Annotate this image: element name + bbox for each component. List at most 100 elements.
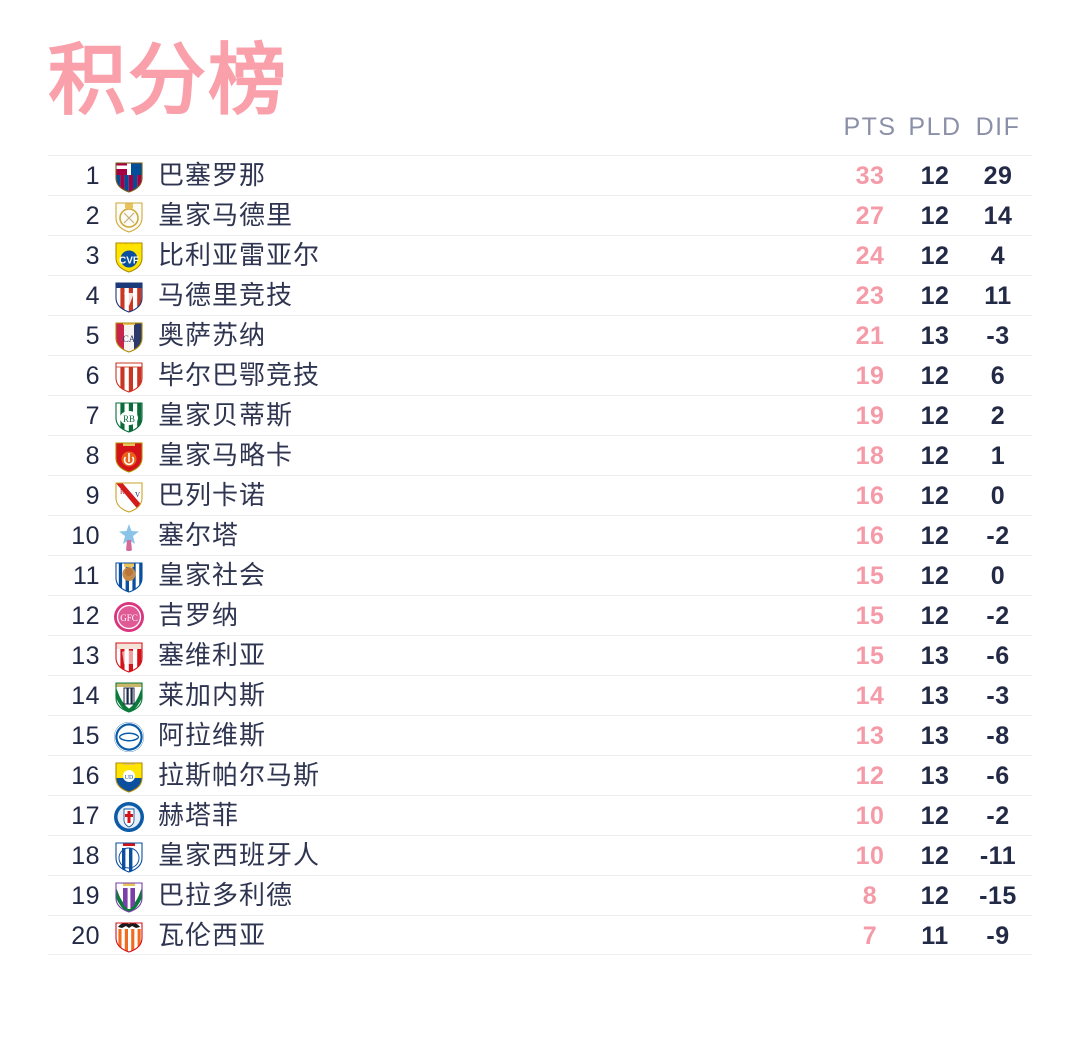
stat-pld: 11 — [921, 922, 949, 950]
svg-text:UD: UD — [125, 775, 134, 781]
team-name: 巴塞罗那 — [158, 161, 267, 191]
table-row[interactable]: 7 RB 皇家贝蒂斯 19 12 2 — [48, 395, 1032, 435]
page-title: 积分榜 — [48, 36, 289, 126]
table-row[interactable]: 19 巴拉多利德 8 12 -15 — [48, 875, 1032, 915]
betis-crest: RB — [112, 400, 146, 434]
stat-pts: 27 — [855, 202, 885, 230]
team-name: 吉罗纳 — [158, 601, 240, 631]
table-row[interactable]: 17 赫塔菲 10 12 -2 — [48, 795, 1032, 835]
table-row[interactable]: 16 UD 拉斯帕尔马斯 12 13 -6 — [48, 755, 1032, 795]
real-madrid-crest — [112, 200, 146, 234]
alaves-crest — [112, 720, 146, 754]
table-row[interactable]: 18 皇家西班牙人 10 12 -11 — [48, 835, 1032, 875]
stat-pld: 12 — [920, 202, 950, 230]
rank-number: 9 — [85, 482, 100, 510]
svg-text:RB: RB — [123, 414, 135, 424]
svg-text:V: V — [135, 491, 140, 499]
stat-dif: 1 — [990, 442, 1006, 470]
sevilla-crest — [112, 640, 146, 674]
table-row[interactable]: 2 皇家马德里 27 12 14 — [48, 195, 1032, 235]
stat-pts: 24 — [855, 242, 885, 270]
rank-number: 14 — [71, 682, 100, 710]
athletic-crest — [112, 360, 146, 394]
column-header-pld: PLD — [908, 113, 962, 141]
table-row[interactable]: 4 马德里竞技 23 12 11 — [48, 275, 1032, 315]
table-row[interactable]: 3 CVF 比利亚雷亚尔 24 12 4 — [48, 235, 1032, 275]
mallorca-crest — [112, 440, 146, 474]
stat-pld: 13 — [920, 762, 950, 790]
team-name: 瓦伦西亚 — [158, 921, 267, 951]
stat-pts: 15 — [855, 562, 885, 590]
rank-number: 2 — [85, 202, 100, 230]
stat-dif: -2 — [986, 602, 1010, 630]
table-row[interactable]: 11 皇家社会 15 12 0 — [48, 555, 1032, 595]
stat-pld: 12 — [920, 602, 950, 630]
team-name: 皇家社会 — [158, 561, 267, 591]
stat-dif: -3 — [986, 322, 1010, 350]
getafe-crest — [112, 800, 146, 834]
stat-pts: 15 — [855, 642, 885, 670]
table-row[interactable]: 8 皇家马略卡 18 12 1 — [48, 435, 1032, 475]
stat-dif: -6 — [986, 642, 1010, 670]
rank-number: 16 — [71, 762, 100, 790]
stat-dif: -2 — [986, 802, 1010, 830]
stat-pts: 13 — [855, 722, 885, 750]
stat-dif: -8 — [986, 722, 1010, 750]
rank-number: 11 — [73, 562, 100, 590]
stat-pld: 13 — [920, 642, 950, 670]
stat-dif: -15 — [979, 882, 1017, 910]
girona-crest: GFC — [112, 600, 146, 634]
valladolid-crest — [112, 880, 146, 914]
stat-pts: 8 — [862, 882, 878, 910]
stat-pts: 19 — [855, 402, 885, 430]
laspalmas-crest: UD — [112, 760, 146, 794]
rank-number: 1 — [85, 162, 100, 190]
table-row[interactable]: 9 R V 巴列卡诺 16 12 0 — [48, 475, 1032, 515]
celta-crest — [112, 520, 146, 554]
team-name: 巴拉多利德 — [158, 881, 294, 911]
stat-pld: 12 — [920, 362, 950, 390]
team-name: 皇家西班牙人 — [158, 841, 321, 871]
stat-pts: 18 — [855, 442, 885, 470]
osasuna-crest: CA — [112, 320, 146, 354]
table-row[interactable]: 15 阿拉维斯 13 13 -8 — [48, 715, 1032, 755]
stat-pts: 7 — [862, 922, 878, 950]
team-name: 莱加内斯 — [158, 681, 267, 711]
team-name: 阿拉维斯 — [158, 721, 267, 751]
svg-text:R: R — [120, 488, 125, 496]
team-name: 赫塔菲 — [158, 801, 240, 831]
table-row[interactable]: 6 毕尔巴鄂竞技 19 12 6 — [48, 355, 1032, 395]
stat-dif: 4 — [990, 242, 1006, 270]
table-row[interactable]: 13 塞维利亚 15 13 -6 — [48, 635, 1032, 675]
rank-number: 19 — [71, 882, 100, 910]
standings-table: 1 巴塞罗那 33 12 29 2 皇家马德里 27 12 14 3 CVF 比利亚雷亚尔 24 12 4 4 马… — [48, 155, 1032, 955]
stat-pld: 12 — [920, 402, 950, 430]
stat-dif: 6 — [990, 362, 1006, 390]
valencia-crest — [112, 920, 146, 954]
stat-dif: -2 — [986, 522, 1010, 550]
rank-number: 20 — [71, 922, 100, 950]
stat-dif: -6 — [986, 762, 1010, 790]
stat-pts: 21 — [855, 322, 885, 350]
espanyol-crest — [112, 840, 146, 874]
leganes-crest — [112, 680, 146, 714]
atletico-crest — [112, 280, 146, 314]
table-row[interactable]: 14 莱加内斯 14 13 -3 — [48, 675, 1032, 715]
stat-dif: 2 — [990, 402, 1006, 430]
team-name: 皇家贝蒂斯 — [158, 401, 294, 431]
svg-text:GFC: GFC — [120, 613, 138, 623]
stat-pts: 15 — [855, 602, 885, 630]
rank-number: 17 — [71, 802, 100, 830]
team-name: 塞尔塔 — [158, 521, 240, 551]
table-row[interactable]: 5 CA 奥萨苏纳 21 13 -3 — [48, 315, 1032, 355]
rank-number: 12 — [71, 602, 100, 630]
rank-number: 8 — [85, 442, 100, 470]
stat-pld: 12 — [920, 882, 950, 910]
table-row[interactable]: 12 GFC 吉罗纳 15 12 -2 — [48, 595, 1032, 635]
table-row[interactable]: 10 塞尔塔 16 12 -2 — [48, 515, 1032, 555]
table-row[interactable]: 1 巴塞罗那 33 12 29 — [48, 155, 1032, 195]
stat-pts: 10 — [855, 802, 885, 830]
table-row[interactable]: 20 瓦伦西亚 7 11 -9 — [48, 915, 1032, 955]
team-name: 塞维利亚 — [158, 641, 267, 671]
